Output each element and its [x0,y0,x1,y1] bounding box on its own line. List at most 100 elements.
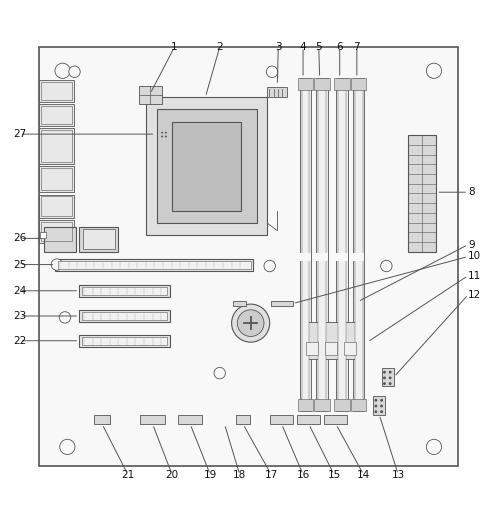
Bar [39,220,75,243]
Bar [79,310,170,322]
Bar [161,130,169,138]
Circle shape [383,371,386,373]
Text: 3: 3 [275,42,282,52]
Bar [41,222,72,241]
Bar [41,82,72,100]
Bar [324,414,348,424]
Bar [300,253,311,261]
Text: 14: 14 [357,470,370,479]
Text: 19: 19 [204,470,217,479]
Circle shape [59,312,71,323]
Bar [157,109,257,223]
Circle shape [55,63,70,78]
Bar [56,259,253,271]
Circle shape [264,260,275,272]
Circle shape [165,132,167,134]
Bar [82,287,167,295]
Circle shape [266,66,278,78]
Circle shape [237,310,264,336]
Text: 13: 13 [392,470,405,479]
Bar [345,342,356,355]
Bar [298,78,313,90]
Text: 26: 26 [13,234,26,243]
Circle shape [214,368,226,379]
Bar [40,232,46,238]
Circle shape [389,382,392,385]
Bar [353,78,364,411]
Bar [83,229,115,250]
Bar [381,368,394,386]
Bar [139,86,162,104]
Bar [94,414,110,424]
Bar [41,106,72,123]
Bar [82,337,167,345]
Bar [373,396,385,414]
Circle shape [389,377,392,379]
Bar [58,261,251,269]
Circle shape [375,410,378,413]
Circle shape [161,132,163,134]
Bar [323,322,339,359]
Bar [351,400,366,411]
Bar [41,130,72,162]
Text: 15: 15 [327,470,341,479]
Bar [39,166,75,192]
Text: 23: 23 [13,311,26,321]
Bar [325,342,337,355]
Bar [336,253,348,261]
Circle shape [69,66,80,78]
Bar [39,195,75,219]
Text: 25: 25 [13,260,26,270]
Bar [318,87,326,402]
Text: 12: 12 [468,289,482,300]
Bar [39,128,75,164]
Text: 10: 10 [468,252,482,261]
Text: 4: 4 [300,42,306,52]
Circle shape [51,259,62,270]
Circle shape [380,399,383,402]
Circle shape [380,404,383,408]
Bar [236,414,250,424]
Bar [334,78,349,90]
Bar [353,253,364,261]
Bar [271,301,292,306]
Circle shape [380,410,383,413]
Bar [41,168,72,190]
Text: 27: 27 [13,129,26,139]
Bar [315,78,330,90]
Circle shape [165,136,167,137]
Bar [232,301,246,306]
Text: 5: 5 [316,42,322,52]
Text: 18: 18 [233,470,246,479]
Circle shape [383,377,386,379]
Bar [315,400,330,411]
Bar [298,400,313,411]
Bar [408,135,437,252]
Text: 9: 9 [468,239,475,250]
Bar [343,322,358,359]
Circle shape [375,404,378,408]
Circle shape [232,304,270,342]
Bar [300,78,311,411]
Text: 7: 7 [353,42,360,52]
Text: 1: 1 [171,42,178,52]
Bar [304,322,320,359]
Bar [41,196,72,217]
Text: 6: 6 [336,42,343,52]
Bar [146,97,267,235]
Bar [39,80,75,102]
Text: 21: 21 [121,470,135,479]
Bar [44,227,76,252]
Bar [334,400,349,411]
Text: 8: 8 [468,187,475,197]
Bar [79,227,118,252]
Bar [355,87,363,402]
Bar [306,342,318,355]
Bar [178,414,202,424]
Text: 11: 11 [468,271,482,280]
Bar [336,78,348,411]
Bar [351,78,366,90]
Circle shape [60,439,75,454]
Circle shape [161,136,163,137]
Bar [297,414,320,424]
